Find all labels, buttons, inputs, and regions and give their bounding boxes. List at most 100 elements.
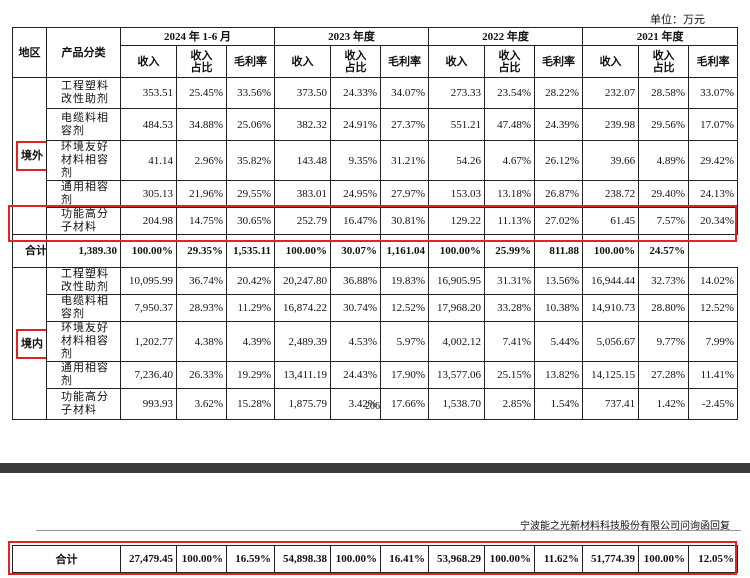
total-value-cell: 27,479.45 [120,545,177,573]
value-cell: 204.98 [120,207,177,235]
value-cell: 5,056.67 [582,321,640,362]
region-cell: 境内 [12,267,47,420]
product-cell: 环境友好材料相容剂 [46,321,121,362]
total-value-cell: 16.41% [380,545,429,573]
value-cell: 11.41% [688,361,739,389]
value-cell: 29.55% [226,180,275,208]
region-label: 境内 [16,328,46,359]
domestic-total-row: 合计 27,479.45 100.00% 16.59% 54,898.38 100.00%… [12,545,738,573]
value-cell: 15.28% [226,388,275,420]
value-cell: 23.54% [484,77,536,109]
region-label: 境外 [16,141,46,171]
product-cell: 功能高分子材料 [46,388,121,420]
product-cell: 电缆料相容剂 [46,108,121,141]
value-cell: 24.91% [330,108,381,141]
value-cell: 17.66% [379,388,430,420]
product-cell: 电缆料相容剂 [46,294,121,322]
product-cell: 工程塑料改性助剂 [46,267,121,295]
value-cell: 24.13% [688,180,739,208]
value-cell: 24.39% [534,108,584,141]
header-share: 收入 占比 [176,45,227,78]
header-period: 2024 年 1-6 月 [120,27,275,46]
value-cell: 3.62% [176,388,227,420]
table-row: 通用相容剂 7,236.40 26.33% 19.29% 13,411.19 24.43%… [13,361,739,389]
total-value-cell: 51,774.39 [582,545,639,573]
value-cell: 31.31% [484,267,536,295]
value-cell: 4.67% [484,140,536,181]
value-cell: 30.81% [379,207,430,235]
value-cell: 382.32 [274,108,331,141]
value-cell: 737.41 [582,388,640,420]
value-cell: 1.42% [638,388,690,420]
value-cell: 16,944.44 [582,267,640,295]
value-cell: 7.41% [484,321,536,362]
product-cell: 通用相容剂 [46,361,121,389]
value-cell: 10.38% [534,294,584,322]
value-cell: 29.42% [688,140,739,181]
value-cell: 24.33% [330,77,381,109]
header-share: 收入 占比 [330,45,381,78]
value-cell: 47.48% [484,108,536,141]
total-value-cell: 11.62% [534,545,583,573]
value-cell: 2.85% [484,388,536,420]
value-cell: 1,538.70 [428,388,486,420]
value-cell: 1.54% [534,388,584,420]
value-cell: 28.93% [176,294,227,322]
value-cell: 551.21 [428,108,486,141]
table-row: 功能高分子材料 204.98 14.75% 30.65% 252.79 16.47% 30.… [13,207,739,235]
header-period: 2023 年度 [273,27,430,46]
domestic-total-table: 合计 27,479.45 100.00% 16.59% 54,898.38 100.00%… [12,545,738,573]
value-cell: 484.53 [120,108,177,141]
total-value-cell: 100.00% [330,545,381,573]
value-cell: 2.96% [176,140,227,181]
value-cell: 25.06% [226,108,275,141]
value-cell: 32.73% [638,267,690,295]
header-period: 2022 年度 [428,27,584,46]
value-cell: 26.12% [534,140,584,181]
total-value-cell: 53,968.29 [428,545,485,573]
value-cell: 21.96% [176,180,227,208]
header-row-metrics: 收入 收入 占比 毛利率 收入 收入 占比 毛利率 收入 收入 占比 毛利率 收… [13,45,739,78]
total-value-cell: 811.88 [534,234,584,268]
table-row: 电缆料相容剂 7,950.37 28.93% 11.29% 16,874.22 30.74… [13,294,739,322]
value-cell: 31.21% [379,140,430,181]
value-cell: 273.33 [428,77,486,109]
value-cell: 36.88% [330,267,381,295]
value-cell: 30.74% [330,294,381,322]
value-cell: 33.07% [688,77,739,109]
header-share: 收入 占比 [638,45,690,78]
total-value-cell: 54,898.38 [274,545,331,573]
value-cell: 27.97% [379,180,430,208]
value-cell: 12.52% [379,294,430,322]
value-cell: 14,125.15 [582,361,640,389]
header-rule [36,530,741,531]
overseas-total-highlight [8,205,737,242]
header-share: 收入 占比 [484,45,536,78]
value-cell: 13.82% [534,361,584,389]
total-value-cell: 25.99% [484,234,536,268]
total-value-cell: 100.00% [176,545,227,573]
table-row: 电缆料相容剂 484.53 34.88% 25.06% 382.32 24.91% 27.3… [13,108,739,141]
header-row-periods: 地区 产品分类 2024 年 1-6 月 2023 年度 2022 年度 202… [12,27,739,78]
value-cell: 17,968.20 [428,294,486,322]
table-row: 境内 工程塑料改性助剂 10,095.99 36.74% 20.42% 20,247.80… [12,267,739,420]
value-cell: 4.39% [226,321,275,362]
value-cell: 33.28% [484,294,536,322]
value-cell: 3.42% [330,388,381,420]
value-cell: 20.42% [226,267,275,295]
region-cell: 境外 [12,77,47,235]
value-cell: 4.38% [176,321,227,362]
value-cell: 24.43% [330,361,381,389]
value-cell: 4.53% [330,321,381,362]
value-cell: 353.51 [120,77,177,109]
revenue-table: 地区 产品分类 2024 年 1-6 月 2023 年度 2022 年度 202… [12,27,739,420]
value-cell: 54.26 [428,140,486,181]
value-cell: 9.77% [638,321,690,362]
product-cell: 环境友好材料相容剂 [46,140,121,181]
product-cell: 通用相容剂 [46,180,121,208]
header-income: 收入 [582,45,640,78]
domestic-total-highlight [8,541,737,575]
value-cell: 20.34% [688,207,739,235]
value-cell: 9.35% [330,140,381,181]
value-cell: 17.90% [379,361,430,389]
